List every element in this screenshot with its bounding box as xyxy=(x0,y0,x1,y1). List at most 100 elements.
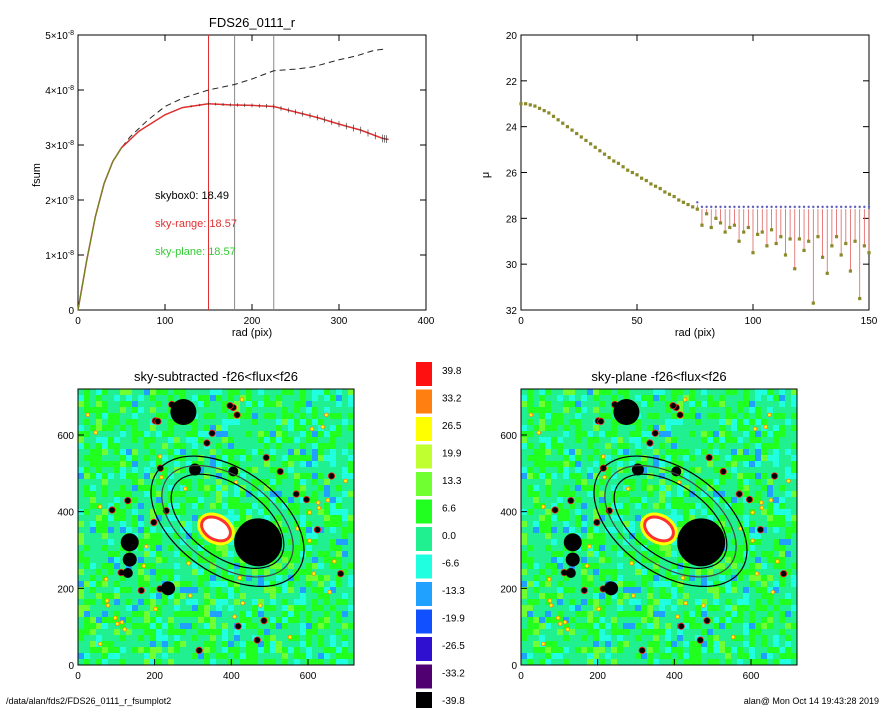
pixel xyxy=(168,539,175,546)
pixel xyxy=(204,647,211,654)
pixel xyxy=(162,629,169,636)
pixel xyxy=(605,641,612,648)
pixel xyxy=(605,425,612,432)
pixel xyxy=(210,401,217,408)
pixel xyxy=(563,425,570,432)
pixel xyxy=(731,395,738,402)
pixel xyxy=(749,395,756,402)
pixel xyxy=(216,581,223,588)
pixel xyxy=(246,401,253,408)
pixel xyxy=(96,485,103,492)
pixel xyxy=(635,425,642,432)
pixel xyxy=(318,587,325,594)
pixel xyxy=(210,497,217,504)
y-tick-label: 400 xyxy=(57,508,74,519)
pixel xyxy=(701,431,708,438)
pixel xyxy=(611,449,618,456)
pixel xyxy=(186,395,193,402)
pixel xyxy=(198,557,205,564)
pixel xyxy=(557,491,564,498)
pixel xyxy=(725,455,732,462)
pixel xyxy=(743,551,750,558)
pixel xyxy=(599,599,606,606)
pixel xyxy=(78,557,85,564)
sky-plane-axes xyxy=(520,388,798,666)
pixel xyxy=(210,413,217,420)
pixel xyxy=(641,419,648,426)
pixel xyxy=(138,605,145,612)
pixel xyxy=(581,503,588,510)
pixel xyxy=(545,641,552,648)
pixel xyxy=(288,473,295,480)
pixel xyxy=(629,539,636,546)
pixel xyxy=(773,611,780,618)
pixel xyxy=(557,473,564,480)
pixel xyxy=(276,515,283,522)
pixel xyxy=(743,527,750,534)
pixel xyxy=(102,521,109,528)
source xyxy=(629,561,634,566)
pixel xyxy=(180,467,187,474)
pixel xyxy=(677,527,684,534)
pixel xyxy=(707,605,714,612)
pixel xyxy=(342,539,349,546)
data-point xyxy=(788,205,792,209)
pixel xyxy=(312,419,319,426)
pixel xyxy=(294,485,301,492)
pixel xyxy=(186,647,193,654)
pixel xyxy=(665,611,672,618)
pixel xyxy=(581,407,588,414)
pixel xyxy=(539,509,546,516)
pixel xyxy=(198,497,205,504)
pixel xyxy=(114,401,121,408)
pixel xyxy=(120,425,127,432)
pixel xyxy=(150,623,157,630)
pixel xyxy=(719,653,726,660)
data-point xyxy=(677,198,681,202)
pixel xyxy=(611,647,618,654)
pixel xyxy=(222,509,229,516)
source xyxy=(696,636,704,644)
pixel xyxy=(779,515,786,522)
pixel xyxy=(126,437,133,444)
pixel xyxy=(659,497,666,504)
pixel xyxy=(108,413,115,420)
pixel xyxy=(677,551,684,558)
pixel xyxy=(521,479,528,486)
pixel xyxy=(713,503,720,510)
pixel xyxy=(659,623,666,630)
pixel xyxy=(587,425,594,432)
pixel xyxy=(150,401,157,408)
source xyxy=(124,497,132,505)
pixel xyxy=(719,497,726,504)
pixel xyxy=(545,389,552,396)
pixel xyxy=(84,575,91,582)
pixel xyxy=(647,413,654,420)
pixel xyxy=(342,545,349,552)
pixel xyxy=(108,449,115,456)
pixel xyxy=(677,629,684,636)
pixel xyxy=(270,617,277,624)
pixel xyxy=(677,641,684,648)
pixel xyxy=(186,431,193,438)
pixel xyxy=(342,647,349,654)
pixel xyxy=(761,485,768,492)
pixel xyxy=(587,473,594,480)
pixel xyxy=(306,461,313,468)
pixel xyxy=(767,569,774,576)
pixel xyxy=(318,629,325,636)
pixel xyxy=(306,527,313,534)
pixel xyxy=(683,629,690,636)
pixel xyxy=(617,575,624,582)
pixel xyxy=(138,485,145,492)
pixel xyxy=(677,461,684,468)
pixel xyxy=(665,497,672,504)
pixel xyxy=(737,581,744,588)
colorbar-label: -26.5 xyxy=(442,641,465,652)
pixel xyxy=(180,611,187,618)
pixel xyxy=(611,551,618,558)
pixel xyxy=(533,611,540,618)
pixel xyxy=(78,443,85,450)
pixel xyxy=(527,425,534,432)
source xyxy=(631,593,636,598)
